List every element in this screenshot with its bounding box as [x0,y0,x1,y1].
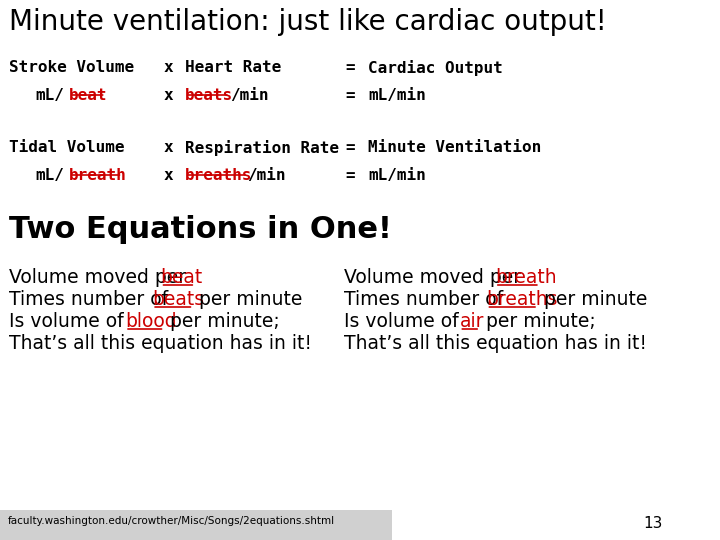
Text: Minute Ventilation: Minute Ventilation [368,140,541,155]
Text: blood: blood [125,312,177,331]
Text: Minute ventilation: just like cardiac output!: Minute ventilation: just like cardiac ou… [9,8,607,36]
Text: Cardiac Output: Cardiac Output [368,60,503,76]
Text: Is volume of: Is volume of [9,312,130,331]
Text: That’s all this equation has in it!: That’s all this equation has in it! [9,334,312,353]
Text: mL/min: mL/min [368,88,426,103]
Text: =: = [346,88,355,103]
FancyBboxPatch shape [0,510,392,540]
Text: Two Equations in One!: Two Equations in One! [9,215,392,244]
Text: mL/min: mL/min [368,168,426,183]
Text: x: x [163,88,173,103]
Text: beat: beat [161,268,203,287]
Text: per minute: per minute [193,290,302,309]
Text: =: = [346,60,355,75]
Text: Heart Rate: Heart Rate [185,60,281,75]
Text: mL/: mL/ [35,88,64,103]
Text: =: = [346,168,355,183]
Text: mL/: mL/ [35,168,64,183]
Text: Times number of: Times number of [9,290,174,309]
Text: x: x [163,168,173,183]
Text: =: = [346,140,355,155]
Text: air: air [459,312,484,331]
Text: Respiration Rate: Respiration Rate [185,140,339,156]
Text: 13: 13 [644,516,663,531]
Text: breath: breath [69,168,127,183]
Text: /min: /min [230,88,269,103]
Text: per minute;: per minute; [164,312,280,331]
Text: That’s all this equation has in it!: That’s all this equation has in it! [343,334,647,353]
Text: breaths: breaths [487,290,558,309]
Text: Is volume of: Is volume of [343,312,464,331]
Text: per minute: per minute [538,290,647,309]
Text: beats: beats [185,88,233,103]
Text: Stroke Volume: Stroke Volume [9,60,135,75]
Text: x: x [163,60,173,75]
Text: breaths: breaths [185,168,252,183]
Text: Tidal Volume: Tidal Volume [9,140,125,155]
Text: breath: breath [495,268,557,287]
Text: faculty.washington.edu/crowther/Misc/Songs/2equations.shtml: faculty.washington.edu/crowther/Misc/Son… [7,516,335,526]
Text: beat: beat [69,88,107,103]
Text: /min: /min [248,168,286,183]
Text: Times number of: Times number of [343,290,509,309]
Text: x: x [163,140,173,155]
Text: beats: beats [152,290,204,309]
Text: per minute;: per minute; [480,312,595,331]
Text: Volume moved per: Volume moved per [343,268,527,287]
Text: Volume moved per: Volume moved per [9,268,192,287]
